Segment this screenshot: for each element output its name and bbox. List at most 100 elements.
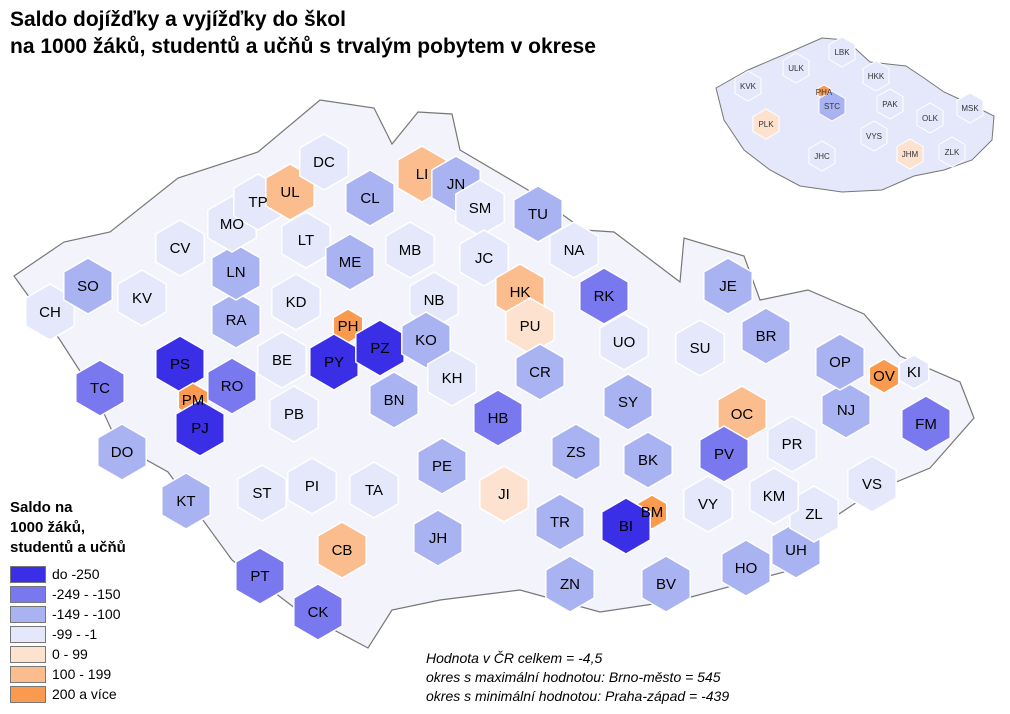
district-area-pt — [235, 547, 285, 605]
district-label-cv: CV — [170, 240, 191, 257]
district-label-dc: DC — [313, 154, 335, 171]
district-area-ta — [349, 461, 399, 519]
district-area-hb — [473, 389, 523, 447]
region-area-stc — [818, 90, 846, 122]
legend-title-line3: studentů a učňů — [10, 539, 126, 556]
district-label-bv: BV — [656, 576, 676, 593]
district-area-ck — [293, 583, 343, 641]
district-area-ro — [207, 357, 257, 415]
district-area-pv — [699, 425, 749, 483]
district-area-ji — [479, 465, 529, 523]
district-area-na — [549, 221, 599, 279]
legend-swatch — [10, 605, 46, 623]
district-label-zn: ZN — [560, 576, 580, 593]
region-area-vys — [860, 120, 888, 152]
legend-item: 0 - 99 — [10, 644, 180, 664]
district-label-tc: TC — [90, 380, 110, 397]
district-label-so: SO — [77, 278, 99, 295]
district-label-ki: KI — [907, 364, 921, 381]
district-area-pi — [287, 457, 337, 515]
district-label-pe: PE — [432, 458, 452, 475]
district-label-zs: ZS — [566, 444, 585, 461]
region-label-lbk: LBK — [834, 48, 850, 57]
legend-swatch — [10, 625, 46, 643]
district-label-cr: CR — [529, 364, 551, 381]
district-area-cb — [317, 521, 367, 579]
district-label-ko: KO — [415, 332, 437, 349]
district-label-rk: RK — [594, 288, 615, 305]
district-label-me: ME — [339, 254, 362, 271]
district-area-br — [741, 307, 791, 365]
district-label-cl: CL — [360, 190, 379, 207]
region-area-jhm — [896, 138, 924, 170]
legend-title-line2: 1000 žáků, — [10, 519, 86, 536]
region-area-olk — [916, 102, 944, 134]
district-area-sy — [603, 373, 653, 431]
district-area-be — [257, 331, 307, 389]
district-area-bn — [369, 371, 419, 429]
district-label-bn: BN — [384, 392, 405, 409]
legend-label: -249 - -150 — [52, 586, 121, 602]
region-label-kvk: KVK — [740, 82, 757, 91]
district-label-tu: TU — [528, 206, 548, 223]
district-area-jc — [459, 229, 509, 287]
district-area-cl — [345, 169, 395, 227]
district-area-su — [675, 319, 725, 377]
district-label-ul: UL — [280, 184, 299, 201]
district-shapes — [25, 133, 951, 641]
district-area-zn — [545, 555, 595, 613]
region-labels: LBK ULK HKK KVK PHA STC PAK MSK PLK VYS OLK JHC JHM Z… — [740, 48, 979, 161]
district-area-tu — [513, 185, 563, 243]
district-label-lt: LT — [298, 232, 314, 249]
district-label-jc: JC — [475, 250, 494, 267]
district-label-ps: PS — [170, 356, 190, 373]
district-area-do — [97, 423, 147, 481]
district-label-na: NA — [564, 242, 585, 259]
district-label-pr: PR — [782, 436, 803, 453]
district-label-kv: KV — [132, 290, 152, 307]
legend-label: -99 - -1 — [52, 626, 98, 642]
district-area-dc — [299, 133, 349, 191]
district-label-ro: RO — [221, 378, 244, 395]
district-label-pj: PJ — [191, 420, 209, 437]
district-area-fm — [901, 395, 951, 453]
district-area-op — [815, 333, 865, 391]
region-label-pha: PHA — [816, 88, 833, 97]
district-area-tc — [75, 359, 125, 417]
district-area-ko — [401, 311, 451, 369]
district-label-jh: JH — [429, 530, 447, 547]
note-min-district: okres s minimální hodnotou: Praha-západ … — [426, 688, 730, 704]
district-label-br: BR — [756, 328, 777, 345]
legend-swatch — [10, 685, 46, 703]
district-label-tp: TP — [248, 194, 267, 211]
district-label-ln: LN — [226, 264, 245, 281]
district-area-vs — [847, 455, 897, 513]
summary-notes: Hodnota v ČR celkem = -4,5 okres s maxim… — [426, 649, 846, 706]
district-area-rk — [579, 267, 629, 325]
region-label-stc: STC — [824, 102, 840, 111]
legend-swatch — [10, 585, 46, 603]
district-area-km — [749, 467, 799, 525]
district-label-uo: UO — [613, 334, 636, 351]
district-label-sm: SM — [469, 200, 492, 217]
district-area-so — [63, 257, 113, 315]
legend-swatch — [10, 565, 46, 583]
district-label-su: SU — [690, 340, 711, 357]
district-area-bi — [601, 497, 651, 555]
region-label-msk: MSK — [961, 104, 979, 113]
region-label-ulk: ULK — [788, 64, 804, 73]
district-label-nj: NJ — [837, 402, 855, 419]
district-label-nb: NB — [424, 292, 445, 309]
district-label-ta: TA — [365, 482, 383, 499]
district-label-pz: PZ — [370, 340, 389, 357]
region-label-olk: OLK — [922, 114, 939, 123]
legend-item: -149 - -100 — [10, 604, 180, 624]
district-label-ho: HO — [735, 560, 758, 577]
district-area-ra — [211, 291, 261, 349]
district-area-mb — [385, 221, 435, 279]
legend-label: -149 - -100 — [52, 606, 121, 622]
legend-label: 100 - 199 — [52, 666, 112, 682]
district-label-hb: HB — [488, 410, 509, 427]
region-label-plk: PLK — [758, 120, 774, 129]
region-area-lbk — [828, 36, 856, 68]
